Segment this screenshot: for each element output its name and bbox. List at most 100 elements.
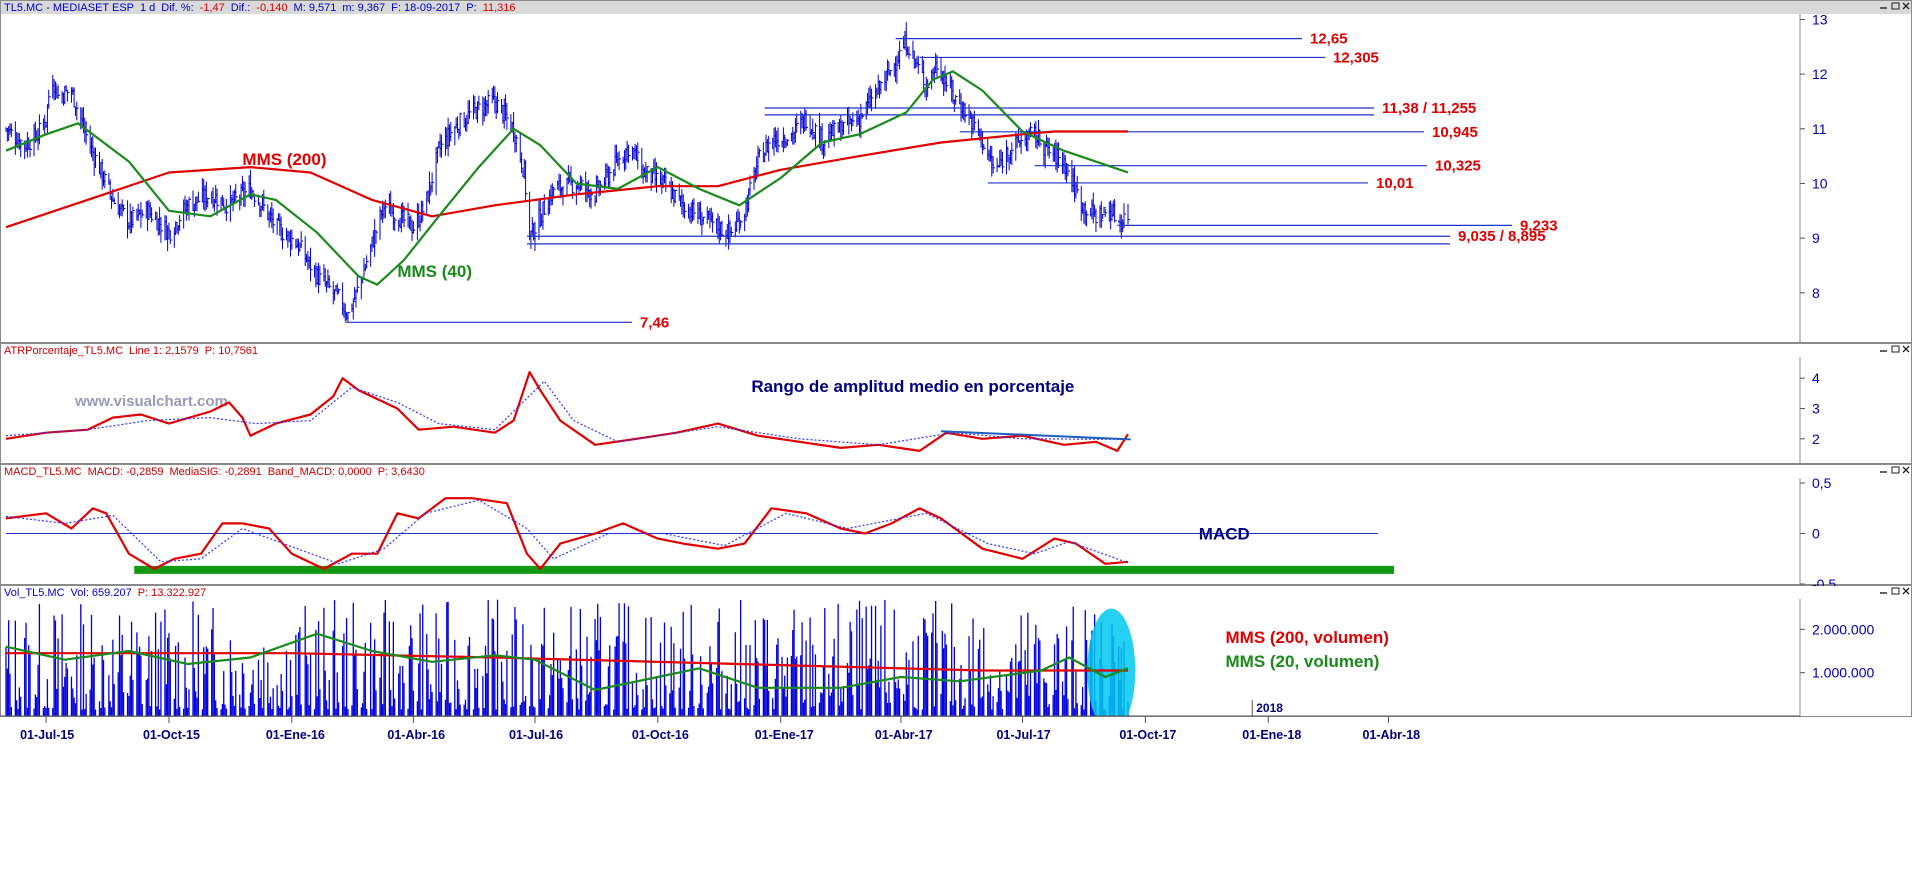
panel-header-bar xyxy=(1,1,1911,14)
panel-header-bar xyxy=(1,344,1911,357)
close-stroke xyxy=(1902,345,1910,353)
price-bars xyxy=(5,22,1130,322)
y-tick-label: 0 xyxy=(1812,526,1820,542)
maximize-icon[interactable] xyxy=(1891,2,1900,10)
series-line-1 xyxy=(5,380,1129,446)
header-field: Vol_TL5.MC xyxy=(4,587,65,599)
price-level: 10,325 xyxy=(1034,158,1481,175)
y-tick-label: 0,5 xyxy=(1812,475,1832,491)
price-level-label: 10,945 xyxy=(1432,124,1478,141)
chart-panels: TL5.MC - MEDIASET ESP 1 d Dif. %: -1,47 Dif.… xyxy=(1,1,1911,716)
price-level: 11,38 / 11,255 xyxy=(764,100,1476,117)
header-field: -0,140 xyxy=(256,2,287,14)
close-stroke xyxy=(1902,587,1910,595)
panel-header-text: ATRPorcentaje_TL5.MC Line 1: 2,1579 P: 10,… xyxy=(4,345,258,357)
series-line-0 xyxy=(5,497,1129,570)
x-tick-label: 01-Ene-17 xyxy=(755,728,814,742)
plot-area xyxy=(5,599,1136,716)
header-field: M: 9,571 xyxy=(294,2,337,14)
x-tick-label: 01-Abr-18 xyxy=(1362,728,1420,742)
header-field: P: 13.322.927 xyxy=(138,587,207,599)
y-tick-label: 13 xyxy=(1812,11,1828,27)
panel-1: ATRPorcentaje_TL5.MC Line 1: 2,1579 P: 10,… xyxy=(1,344,1911,452)
header-field: MediaSIG: -0,2891 xyxy=(169,466,261,478)
y-tick-label: 3 xyxy=(1812,400,1820,416)
y-tick-label: 11 xyxy=(1812,121,1827,137)
y-tick-label: 2 xyxy=(1812,431,1820,447)
panel-header-text: TL5.MC - MEDIASET ESP 1 d Dif. %: -1,47 Dif.… xyxy=(4,2,516,14)
y-tick-label: 8 xyxy=(1812,285,1820,301)
close-stroke xyxy=(1902,2,1910,10)
series-line-0 xyxy=(5,130,1128,229)
x-tick-label: 01-Oct-17 xyxy=(1119,728,1176,742)
series-line-1 xyxy=(5,632,1129,692)
panel-header-text: Vol_TL5.MC Vol: 659.207 P: 13.322.927 xyxy=(4,587,206,599)
x-tick-label: 01-Oct-16 xyxy=(632,728,689,742)
y-tick-label: 2.000.000 xyxy=(1812,621,1874,637)
panel-3: Vol_TL5.MC Vol: 659.207 P: 13.322.927 1.000… xyxy=(1,586,1911,716)
header-field: -1,47 xyxy=(200,2,225,14)
header-field: TL5.MC - MEDIASET ESP xyxy=(4,2,134,14)
price-level-label: 11,38 / 11,255 xyxy=(1382,100,1476,117)
header-field: P: 3,6430 xyxy=(378,466,425,478)
watermark: www.visualchart.com xyxy=(74,393,228,410)
panel-2: MACD_TL5.MC MACD: -0,2859 MediaSIG: -0,289… xyxy=(1,465,1911,592)
header-field: F: 18-09-2017 xyxy=(391,2,460,14)
close-icon[interactable] xyxy=(1902,587,1910,595)
maximize-icon[interactable] xyxy=(1891,345,1900,353)
header-field: P: xyxy=(466,2,476,14)
series-line-1 xyxy=(5,70,1129,286)
price-level: 12,305 xyxy=(919,49,1379,66)
chart-annotation: Rango de amplitud medio en porcentaje xyxy=(751,377,1074,396)
header-field: MACD_TL5.MC xyxy=(4,466,82,478)
atr-trendline xyxy=(940,430,1131,441)
panel-header-bar xyxy=(1,586,1911,599)
y-tick-label: 4 xyxy=(1812,370,1820,386)
header-field: Dif.: xyxy=(231,2,251,14)
maximize-icon[interactable] xyxy=(1891,466,1900,474)
chart-annotation: MMS (200, volumen) xyxy=(1226,628,1389,647)
plot-area xyxy=(5,371,1131,452)
series-line-0 xyxy=(5,371,1129,452)
price-level-label: 10,01 xyxy=(1376,175,1414,192)
header-field: MACD: -0,2859 xyxy=(88,466,164,478)
plot-area xyxy=(5,497,1395,574)
series-line-0 xyxy=(6,652,1128,672)
close-icon[interactable] xyxy=(1902,2,1910,10)
header-field: 1 d xyxy=(140,2,155,14)
close-icon[interactable] xyxy=(1902,466,1910,474)
close-icon[interactable] xyxy=(1902,345,1910,353)
price-level-label: 10,325 xyxy=(1435,158,1481,175)
header-field: 11,316 xyxy=(483,2,516,14)
chart-annotation: MACD xyxy=(1199,525,1250,544)
x-tick-label: 01-Jul-15 xyxy=(20,728,74,742)
price-level-label: 9,035 / 8,895 xyxy=(1458,228,1546,245)
volume-highlight-ellipse xyxy=(1087,608,1136,716)
price-level-label: 9,233 xyxy=(1520,217,1558,234)
panel-header-text: MACD_TL5.MC MACD: -0,2859 MediaSIG: -0,289… xyxy=(4,466,425,478)
x-tick-label: 01-Jul-16 xyxy=(509,728,563,742)
support-band xyxy=(134,565,1395,574)
chart-annotation: MMS (40) xyxy=(397,262,472,281)
price-level: 9,035 / 8,895 xyxy=(526,228,1546,245)
header-field: Line 1: 2,1579 xyxy=(129,345,199,357)
header-field: ATRPorcentaje_TL5.MC xyxy=(4,345,123,357)
panel-header-bar xyxy=(1,465,1911,478)
date-axis: 01-Jul-15 01-Oct-15 01-Ene-16 01-Abr-16 01-J… xyxy=(0,700,1800,742)
x-tick-label: 01-Oct-15 xyxy=(143,728,200,742)
price-level-label: 7,46 xyxy=(640,314,669,331)
price-level-label: 12,65 xyxy=(1310,31,1348,48)
close-stroke xyxy=(1902,466,1910,474)
maximize-icon[interactable] xyxy=(1891,587,1900,595)
y-tick-label: 9 xyxy=(1812,230,1820,246)
y-tick-label: 12 xyxy=(1812,66,1828,82)
x-tick-label: 01-Ene-18 xyxy=(1242,728,1301,742)
price-level: 9,233 xyxy=(1117,217,1558,234)
chart-annotation: MMS (20, volumen) xyxy=(1226,652,1380,671)
x-tick-label: 01-Abr-16 xyxy=(387,728,445,742)
price-level-label: 12,305 xyxy=(1333,49,1379,66)
header-field: Band_MACD: 0,0000 xyxy=(268,466,372,478)
y-tick-label: 1.000.000 xyxy=(1812,665,1874,681)
